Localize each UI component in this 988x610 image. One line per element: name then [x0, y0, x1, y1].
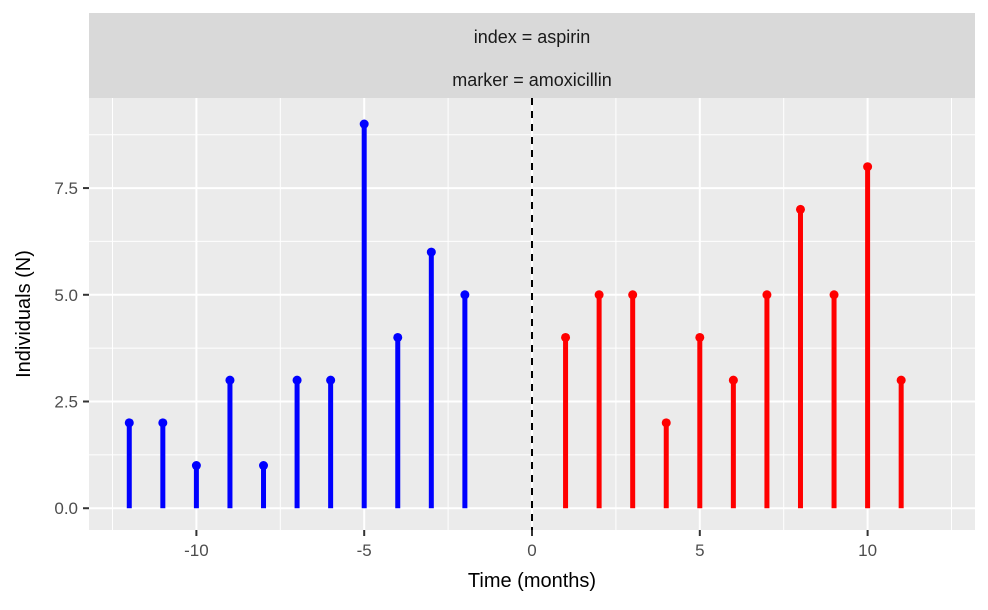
y-axis-title: Individuals (N) — [13, 250, 35, 378]
y-tick-label: 2.5 — [54, 393, 78, 412]
facet-strip — [89, 13, 975, 98]
x-tick-label: 0 — [527, 541, 536, 560]
facet-strip-label-marker: marker = amoxicillin — [452, 70, 612, 90]
x-tick-label: 10 — [858, 541, 877, 560]
point-marker-marker — [628, 290, 638, 300]
point-marker-marker — [561, 332, 571, 342]
point-marker-index — [460, 290, 470, 300]
point-marker-marker — [594, 290, 604, 300]
x-axis-title: Time (months) — [468, 570, 596, 592]
point-marker-marker — [863, 162, 873, 172]
axis-ticks-group: -10 -5 0 5 10 0.0 2.5 5.0 7.5 — [54, 179, 877, 560]
point-marker-marker — [695, 332, 705, 342]
point-marker-index — [124, 418, 134, 428]
y-tick-label: 7.5 — [54, 179, 78, 198]
point-marker-marker — [829, 290, 839, 300]
y-tick-label: 5.0 — [54, 286, 78, 305]
facet-strip-label-index: index = aspirin — [474, 27, 591, 47]
y-tick-label: 0.0 — [54, 499, 78, 518]
point-marker-index — [292, 375, 302, 385]
point-marker-index — [326, 375, 336, 385]
point-marker-index — [426, 247, 436, 257]
point-marker-index — [158, 418, 168, 428]
point-marker-marker — [661, 418, 671, 428]
point-marker-marker — [896, 375, 906, 385]
point-marker-index — [259, 461, 269, 471]
x-tick-label: 5 — [695, 541, 704, 560]
point-marker-index — [225, 375, 235, 385]
point-marker-marker — [762, 290, 772, 300]
point-marker-marker — [728, 375, 738, 385]
point-marker-index — [191, 461, 201, 471]
x-tick-label: -10 — [184, 541, 209, 560]
stems-group — [124, 119, 906, 509]
point-marker-index — [359, 119, 369, 129]
point-marker-marker — [795, 204, 805, 214]
point-marker-index — [393, 332, 403, 342]
x-tick-label: -5 — [357, 541, 372, 560]
